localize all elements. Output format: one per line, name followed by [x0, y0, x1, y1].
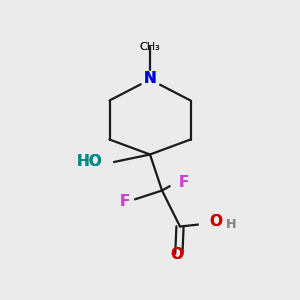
- Text: HO: HO: [76, 154, 102, 169]
- Text: CH₃: CH₃: [140, 42, 160, 52]
- Text: F: F: [179, 175, 190, 190]
- Text: HO: HO: [76, 154, 102, 169]
- Text: O: O: [209, 214, 222, 230]
- Text: F: F: [179, 175, 190, 190]
- Text: H: H: [226, 218, 236, 232]
- Text: N: N: [144, 71, 156, 86]
- Text: N: N: [144, 71, 156, 86]
- Text: H: H: [226, 218, 236, 232]
- Text: O: O: [170, 247, 184, 262]
- Text: O: O: [209, 214, 222, 230]
- Text: F: F: [119, 194, 130, 209]
- Text: O: O: [170, 247, 184, 262]
- Text: CH₃: CH₃: [140, 42, 160, 52]
- Text: F: F: [119, 194, 130, 209]
